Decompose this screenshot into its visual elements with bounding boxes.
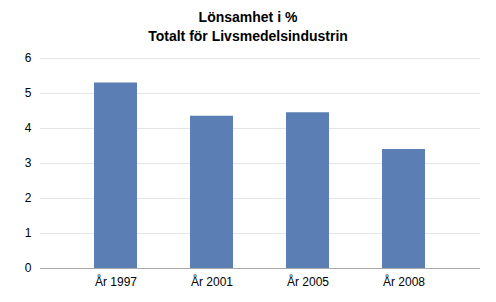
svg-text:År 2001: År 2001 <box>191 274 233 289</box>
html-text:Lönsamhet i %: Lönsamhet i % <box>198 9 298 25</box>
svg-text:3: 3 <box>25 156 32 170</box>
svg-text:1: 1 <box>25 226 32 240</box>
html-text:Totalt för Livsmedelsindustrin: Totalt för Livsmedelsindustrin <box>148 27 348 44</box>
svg-text:6: 6 <box>25 51 32 65</box>
svg-text:År 2005: År 2005 <box>287 274 329 289</box>
svg-text:2: 2 <box>25 191 32 205</box>
svg-text:År 2008: År 2008 <box>383 274 425 289</box>
svg-text:0: 0 <box>25 261 32 275</box>
svg-text:4: 4 <box>25 121 32 135</box>
svg-text:5: 5 <box>25 86 32 100</box>
svg-text:År 1997: År 1997 <box>95 274 137 289</box>
